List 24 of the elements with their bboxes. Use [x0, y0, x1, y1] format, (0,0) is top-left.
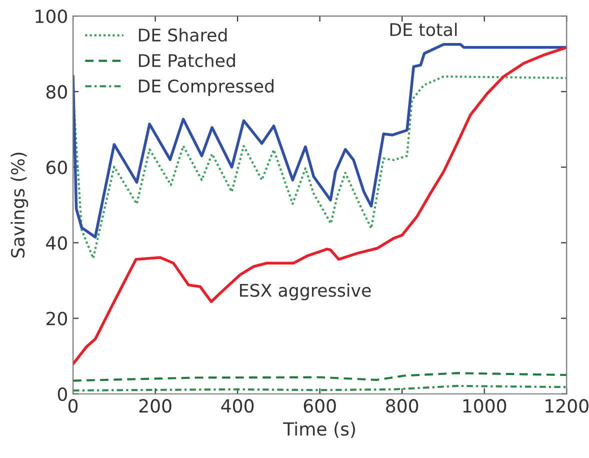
line-series [73, 372, 567, 382]
x-axis-title: Time (s) [283, 422, 355, 438]
line-series [73, 75, 567, 260]
annotation: DE total [390, 22, 457, 36]
x-tick-label: 800 [386, 399, 418, 413]
legend-label: DE Shared [138, 28, 227, 42]
x-tick-label: 1000 [463, 399, 506, 413]
line-series [73, 46, 567, 366]
x-tick-label: 0 [68, 399, 78, 413]
y-axis-title: Savings (%) [10, 152, 28, 258]
y-tick-label: 60 [46, 160, 67, 174]
x-tick-label: 400 [221, 399, 254, 413]
x-tick-label: 600 [304, 399, 336, 413]
legend-label: DE Patched [138, 54, 235, 68]
y-tick-label: 20 [46, 312, 67, 326]
x-tick-label: 1200 [546, 399, 588, 413]
y-tick-label: 100 [36, 9, 67, 24]
x-tick-label: 200 [139, 399, 172, 413]
line-series [73, 42, 567, 238]
y-tick-label: 0 [58, 387, 67, 401]
legend-label: DE Compressed [138, 79, 274, 96]
y-tick-label: 80 [46, 85, 67, 99]
y-tick-label: 40 [46, 236, 67, 250]
annotation: ESX aggressive [240, 283, 371, 300]
